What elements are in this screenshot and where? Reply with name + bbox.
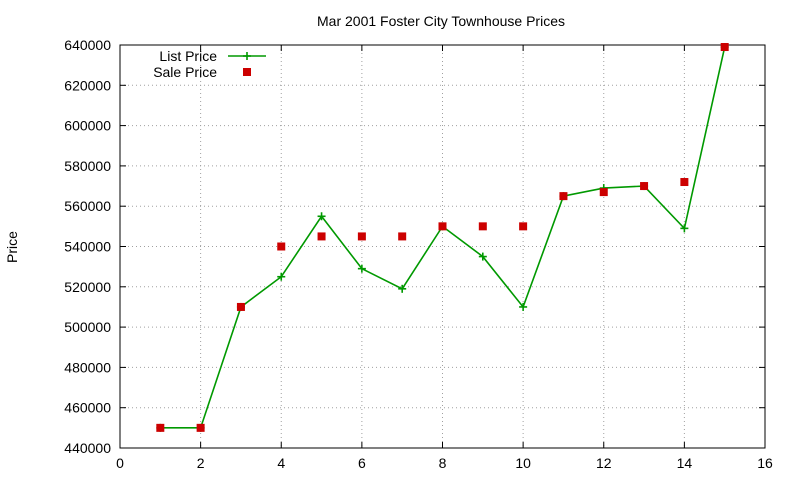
sale-price-point bbox=[438, 222, 447, 231]
x-tick-label: 10 bbox=[515, 455, 531, 471]
series-marks bbox=[156, 43, 729, 432]
list-price-point bbox=[277, 272, 286, 281]
y-tick-label: 440000 bbox=[64, 440, 111, 456]
y-tick-label: 560000 bbox=[64, 198, 111, 214]
list-price-point bbox=[357, 264, 366, 273]
x-tick-label: 8 bbox=[439, 455, 447, 471]
grid-lines bbox=[120, 45, 765, 448]
sale-price-point bbox=[720, 43, 729, 52]
y-tick-label: 580000 bbox=[64, 158, 111, 174]
list-price-point bbox=[317, 212, 326, 221]
sale-price-point bbox=[680, 178, 689, 187]
y-tick-label: 620000 bbox=[64, 77, 111, 93]
legend-label: List Price bbox=[159, 48, 217, 64]
sale-price-point bbox=[196, 423, 205, 432]
y-tick-label: 520000 bbox=[64, 279, 111, 295]
sale-price-point bbox=[640, 182, 649, 191]
x-tick-label: 2 bbox=[197, 455, 205, 471]
x-tick-label: 16 bbox=[757, 455, 773, 471]
y-tick-label: 540000 bbox=[64, 239, 111, 255]
sale-price-point bbox=[357, 232, 366, 241]
legend-square-sample bbox=[243, 68, 251, 76]
axes: 0 2 4 6 8 10 12 14 16 440000 460000 480000 500000 520… bbox=[64, 37, 773, 471]
sale-price-point bbox=[277, 242, 286, 251]
sale-price-point bbox=[398, 232, 407, 241]
plot-frame bbox=[119, 44, 766, 449]
y-axis-label: Price bbox=[4, 231, 20, 263]
x-tick-label: 12 bbox=[596, 455, 612, 471]
sale-price-point bbox=[156, 423, 165, 432]
sale-price-point bbox=[559, 192, 568, 201]
list-price-point bbox=[680, 224, 689, 233]
x-tick-label: 6 bbox=[358, 455, 366, 471]
list-price-point bbox=[398, 284, 407, 293]
sale-price-point bbox=[478, 222, 487, 231]
legend-label: Sale Price bbox=[153, 64, 217, 80]
sale-price-point bbox=[236, 302, 245, 311]
list-price-point bbox=[519, 302, 528, 311]
x-tick-label: 0 bbox=[116, 455, 124, 471]
sale-price-point bbox=[599, 188, 608, 197]
y-tick-label: 600000 bbox=[64, 118, 111, 134]
sale-price-point bbox=[317, 232, 326, 241]
x-tick-label: 4 bbox=[277, 455, 285, 471]
x-tick-label: 14 bbox=[677, 455, 693, 471]
list-price-point bbox=[478, 252, 487, 261]
y-tick-label: 640000 bbox=[64, 37, 111, 53]
y-tick-label: 480000 bbox=[64, 359, 111, 375]
chart-title: Mar 2001 Foster City Townhouse Prices bbox=[317, 13, 565, 29]
y-tick-label: 500000 bbox=[64, 319, 111, 335]
sale-price-point bbox=[519, 222, 528, 231]
y-tick-label: 460000 bbox=[64, 400, 111, 416]
